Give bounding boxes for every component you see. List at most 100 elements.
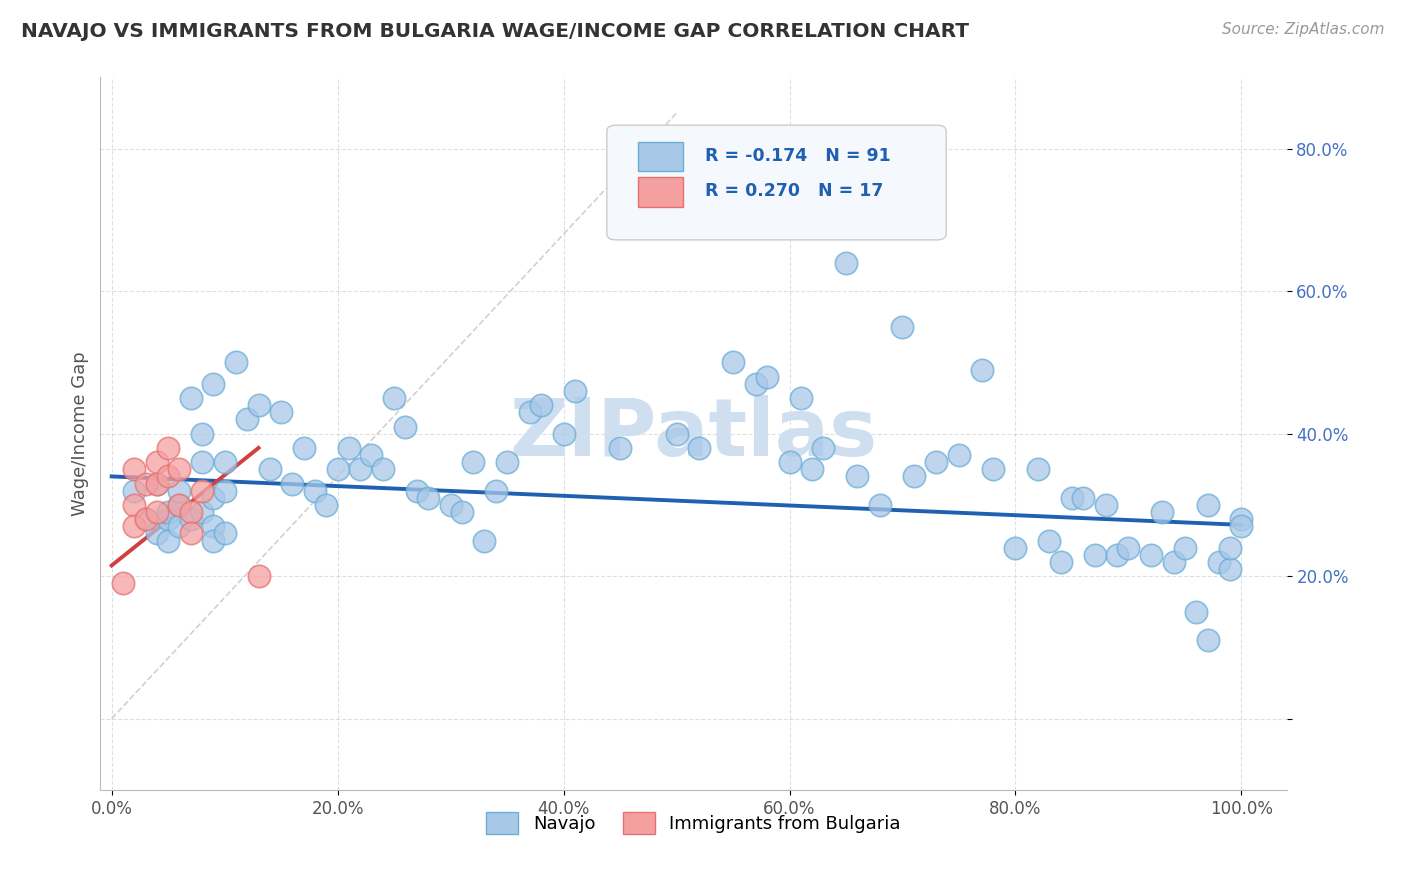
Point — [609, 441, 631, 455]
Point — [451, 505, 474, 519]
Point — [270, 405, 292, 419]
Point — [157, 505, 180, 519]
Point — [1219, 562, 1241, 576]
Point — [315, 498, 337, 512]
Point — [755, 369, 778, 384]
Point — [292, 441, 315, 455]
Point — [1107, 548, 1129, 562]
Point — [474, 533, 496, 548]
Point — [1026, 462, 1049, 476]
Point — [485, 483, 508, 498]
Point — [326, 462, 349, 476]
FancyBboxPatch shape — [638, 178, 683, 207]
Point — [180, 391, 202, 405]
Point — [169, 498, 191, 512]
Point — [259, 462, 281, 476]
Point — [891, 319, 914, 334]
Point — [1071, 491, 1094, 505]
Point — [191, 505, 214, 519]
Point — [801, 462, 824, 476]
Point — [1174, 541, 1197, 555]
Point — [236, 412, 259, 426]
Point — [1230, 512, 1253, 526]
Point — [202, 519, 225, 533]
Point — [394, 419, 416, 434]
Point — [180, 526, 202, 541]
Point — [214, 455, 236, 469]
Point — [169, 483, 191, 498]
Point — [157, 469, 180, 483]
Point — [247, 398, 270, 412]
Point — [1230, 519, 1253, 533]
Point — [225, 355, 247, 369]
Point — [169, 519, 191, 533]
Point — [135, 512, 157, 526]
Point — [1208, 555, 1230, 569]
Point — [1197, 633, 1219, 648]
Point — [665, 426, 688, 441]
Point — [337, 441, 360, 455]
Point — [1140, 548, 1163, 562]
Point — [1118, 541, 1140, 555]
Point — [157, 441, 180, 455]
Point — [948, 448, 970, 462]
Point — [247, 569, 270, 583]
Point — [779, 455, 801, 469]
Point — [304, 483, 326, 498]
Text: R = -0.174   N = 91: R = -0.174 N = 91 — [706, 147, 891, 165]
Point — [371, 462, 394, 476]
Point — [835, 255, 858, 269]
Point — [191, 426, 214, 441]
Point — [416, 491, 439, 505]
Point — [981, 462, 1004, 476]
Point — [281, 476, 304, 491]
Point — [191, 483, 214, 498]
Point — [122, 519, 145, 533]
Point — [405, 483, 427, 498]
Point — [1049, 555, 1071, 569]
Point — [903, 469, 925, 483]
Point — [688, 441, 710, 455]
Point — [1219, 541, 1241, 555]
Point — [122, 483, 145, 498]
Point — [564, 384, 586, 398]
Point — [1083, 548, 1105, 562]
Point — [146, 476, 169, 491]
Point — [202, 533, 225, 548]
Point — [157, 533, 180, 548]
Point — [1163, 555, 1185, 569]
Point — [530, 398, 553, 412]
Point — [122, 498, 145, 512]
Point — [1060, 491, 1083, 505]
Point — [146, 476, 169, 491]
Point — [180, 512, 202, 526]
Point — [553, 426, 575, 441]
Legend: Navajo, Immigrants from Bulgaria: Navajo, Immigrants from Bulgaria — [486, 813, 901, 834]
Point — [382, 391, 405, 405]
Point — [146, 526, 169, 541]
Point — [146, 455, 169, 469]
Point — [463, 455, 485, 469]
Point — [191, 455, 214, 469]
Point — [214, 483, 236, 498]
Point — [925, 455, 948, 469]
Point — [360, 448, 382, 462]
Point — [519, 405, 541, 419]
Point — [214, 526, 236, 541]
Point — [1152, 505, 1174, 519]
Point — [169, 462, 191, 476]
Point — [439, 498, 461, 512]
Point — [721, 355, 744, 369]
Y-axis label: Wage/Income Gap: Wage/Income Gap — [72, 351, 89, 516]
Text: ZIPatlas: ZIPatlas — [509, 394, 877, 473]
FancyBboxPatch shape — [607, 125, 946, 240]
Point — [169, 498, 191, 512]
Point — [180, 505, 202, 519]
Point — [790, 391, 813, 405]
Point — [349, 462, 371, 476]
Point — [111, 576, 134, 591]
Point — [970, 362, 993, 376]
Point — [813, 441, 835, 455]
Point — [1185, 605, 1208, 619]
Point — [135, 512, 157, 526]
